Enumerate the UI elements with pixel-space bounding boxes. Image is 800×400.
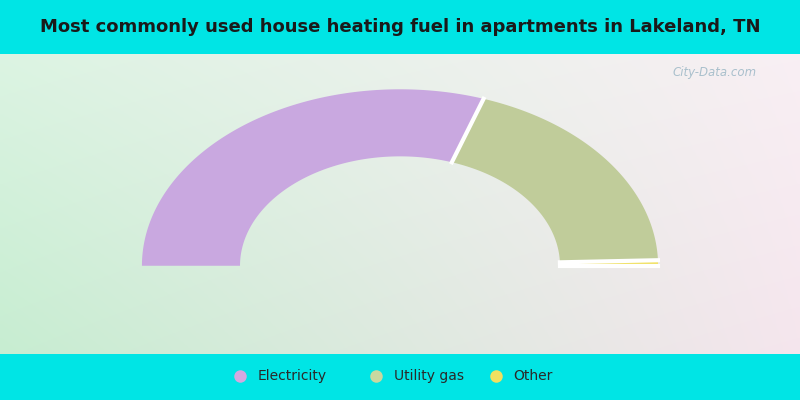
Text: Other: Other bbox=[514, 369, 553, 383]
Text: Electricity: Electricity bbox=[258, 369, 326, 383]
Text: City-Data.com: City-Data.com bbox=[672, 66, 756, 79]
Text: Most commonly used house heating fuel in apartments in Lakeland, TN: Most commonly used house heating fuel in… bbox=[40, 18, 760, 36]
Polygon shape bbox=[560, 260, 658, 266]
Polygon shape bbox=[452, 99, 658, 262]
Text: Utility gas: Utility gas bbox=[394, 369, 464, 383]
Polygon shape bbox=[142, 89, 483, 266]
